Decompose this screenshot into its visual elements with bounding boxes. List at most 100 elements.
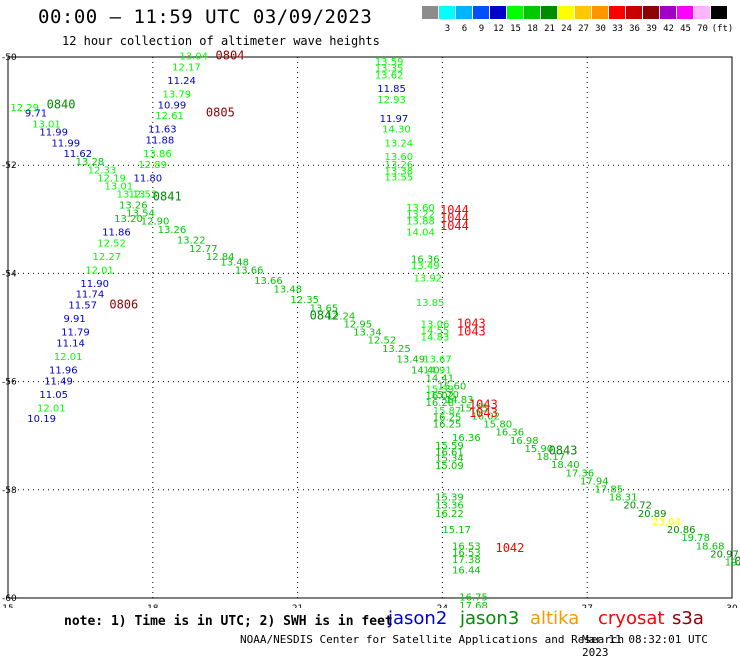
- wave-height-value: 20.89: [638, 509, 667, 520]
- wave-height-value: 13.49: [411, 261, 440, 272]
- legend-label: 3: [445, 24, 450, 34]
- legend-label: 6: [462, 24, 467, 34]
- lat-tick-label: -60: [2, 594, 17, 604]
- pass-time-label: 0842: [310, 308, 339, 322]
- wave-height-value: 13.34: [353, 328, 382, 339]
- satellite-label-jason2: jason2: [388, 608, 448, 629]
- wave-height-value: 15.70: [430, 390, 459, 401]
- wave-height-value: 13.28: [76, 157, 105, 168]
- lat-tick-label: -58: [2, 486, 17, 496]
- wave-height-value: 16.53: [452, 541, 481, 552]
- satellite-label-cryosat: cryosat: [598, 608, 665, 629]
- wave-height-value: 17.36: [565, 468, 594, 479]
- legend-swatch: [507, 6, 523, 19]
- wave-height-value: 11.99: [51, 138, 80, 149]
- legend-label: 36: [629, 24, 640, 34]
- wave-height-value: 13.26: [119, 200, 148, 211]
- legend-label: 27: [578, 24, 589, 34]
- wave-height-value: 16.36: [411, 255, 440, 266]
- wave-height-value: 13.13: [117, 190, 146, 201]
- wave-height-value: 11.24: [167, 76, 196, 87]
- wave-height-value: 11.96: [49, 365, 78, 376]
- wave-height-value: 11.05: [39, 390, 68, 401]
- wave-height-value: 12.89: [138, 160, 167, 171]
- legend-label: 39: [646, 24, 657, 34]
- pass-time-label: 1043: [457, 325, 486, 339]
- wave-height-value: 13.54: [126, 209, 155, 220]
- lat-tick-label: -54: [2, 269, 17, 279]
- wave-height-value: 12.95: [343, 320, 372, 331]
- wave-height-value: 12.01: [54, 352, 83, 363]
- legend-swatch: [660, 6, 676, 19]
- legend-swatch: [490, 6, 506, 19]
- pass-time-label: 0843: [549, 444, 578, 458]
- pass-time-label: 1043: [469, 406, 498, 420]
- wave-height-value: 12.84: [206, 252, 235, 263]
- wave-height-value: 12.52: [97, 238, 126, 249]
- legend-swatch: [592, 6, 608, 19]
- wave-height-value: 11.79: [61, 328, 90, 339]
- legend-swatch: [456, 6, 472, 19]
- wave-height-value: 16.02: [426, 391, 455, 402]
- wave-height-value: 15.59: [435, 441, 464, 452]
- wave-height-value: 11.74: [76, 290, 105, 301]
- wave-height-value: 16.98: [510, 436, 539, 447]
- wave-height-value: 16.53: [452, 548, 481, 559]
- lon-tick-label: 24: [437, 604, 449, 608]
- wave-height-value: 13.48: [220, 257, 249, 268]
- legend-swatch: [422, 6, 438, 19]
- wave-height-value: 18.31: [609, 493, 638, 504]
- wave-height-value: 11.49: [44, 376, 73, 387]
- wave-height-value: 14.91: [423, 365, 452, 376]
- wave-height-value: 13.49: [397, 355, 426, 366]
- wave-height-value: 9.91: [64, 314, 86, 325]
- page-title: 00:00 – 11:59 UTC 03/09/2023: [38, 6, 373, 28]
- wave-height-value: 13.26: [384, 160, 413, 171]
- wave-height-value: 12.35: [290, 295, 319, 306]
- wave-height-value: 16.61: [435, 448, 464, 459]
- wave-height-value: 12.90: [141, 217, 170, 228]
- satellite-label-s3a: s3a: [672, 608, 704, 629]
- wave-height-value: 15.17: [442, 525, 471, 536]
- legend-swatch: [439, 6, 455, 19]
- wave-height-value: 20.86: [667, 525, 696, 536]
- wave-height-value: 13.86: [143, 149, 172, 160]
- wave-height-value: 20.72: [623, 501, 652, 512]
- satellite-label-altika: altika: [530, 608, 580, 629]
- wave-height-value: 10.19: [27, 414, 56, 425]
- wave-height-value: 19.78: [681, 533, 710, 544]
- wave-height-value: 13.60: [384, 152, 413, 163]
- wave-height-value: 13.67: [423, 355, 452, 366]
- wave-height-value: 12.17: [172, 63, 201, 74]
- wave-height-value: 14.83: [421, 332, 450, 343]
- pass-time-label: 0806: [109, 298, 138, 312]
- page-subtitle: 12 hour collection of altimeter wave hei…: [62, 34, 380, 48]
- wave-height-value: 16.22: [435, 509, 464, 520]
- wave-height-value: 14.41: [426, 374, 455, 385]
- wave-height-value: 12.27: [92, 252, 121, 263]
- pass-time-label: 0841: [153, 189, 182, 203]
- wave-height-value: 13.48: [273, 284, 302, 295]
- pass-time-label: 1043: [457, 317, 486, 331]
- lon-tick-label: 18: [147, 604, 159, 608]
- wave-height-value: 16.36: [452, 433, 481, 444]
- wave-height-value: 17.85: [594, 485, 623, 496]
- wave-height-value: 12.24: [327, 311, 356, 322]
- wave-height-value: 10.99: [158, 100, 187, 111]
- legend-swatch: [575, 6, 591, 19]
- wave-height-value: 13.62: [375, 71, 404, 82]
- wave-height-value: 15.25: [459, 403, 488, 414]
- wave-height-value: 11.97: [380, 114, 409, 125]
- wave-height-value: 11.14: [56, 338, 85, 349]
- legend-swatch: [609, 6, 625, 19]
- wave-height-value: 13.65: [310, 303, 339, 314]
- wave-height-value: 16.25: [433, 413, 462, 424]
- wave-height-value: 13.66: [235, 265, 264, 276]
- wave-height-value: 13.92: [413, 274, 442, 285]
- lon-tick-label: 15: [2, 604, 13, 608]
- wave-height-value: 11.86: [102, 228, 131, 239]
- wave-height-value: 13.88: [406, 217, 435, 228]
- legend-swatch: [643, 6, 659, 19]
- wave-height-value: 11.88: [146, 136, 175, 147]
- wave-height-value: 12.19: [97, 173, 126, 184]
